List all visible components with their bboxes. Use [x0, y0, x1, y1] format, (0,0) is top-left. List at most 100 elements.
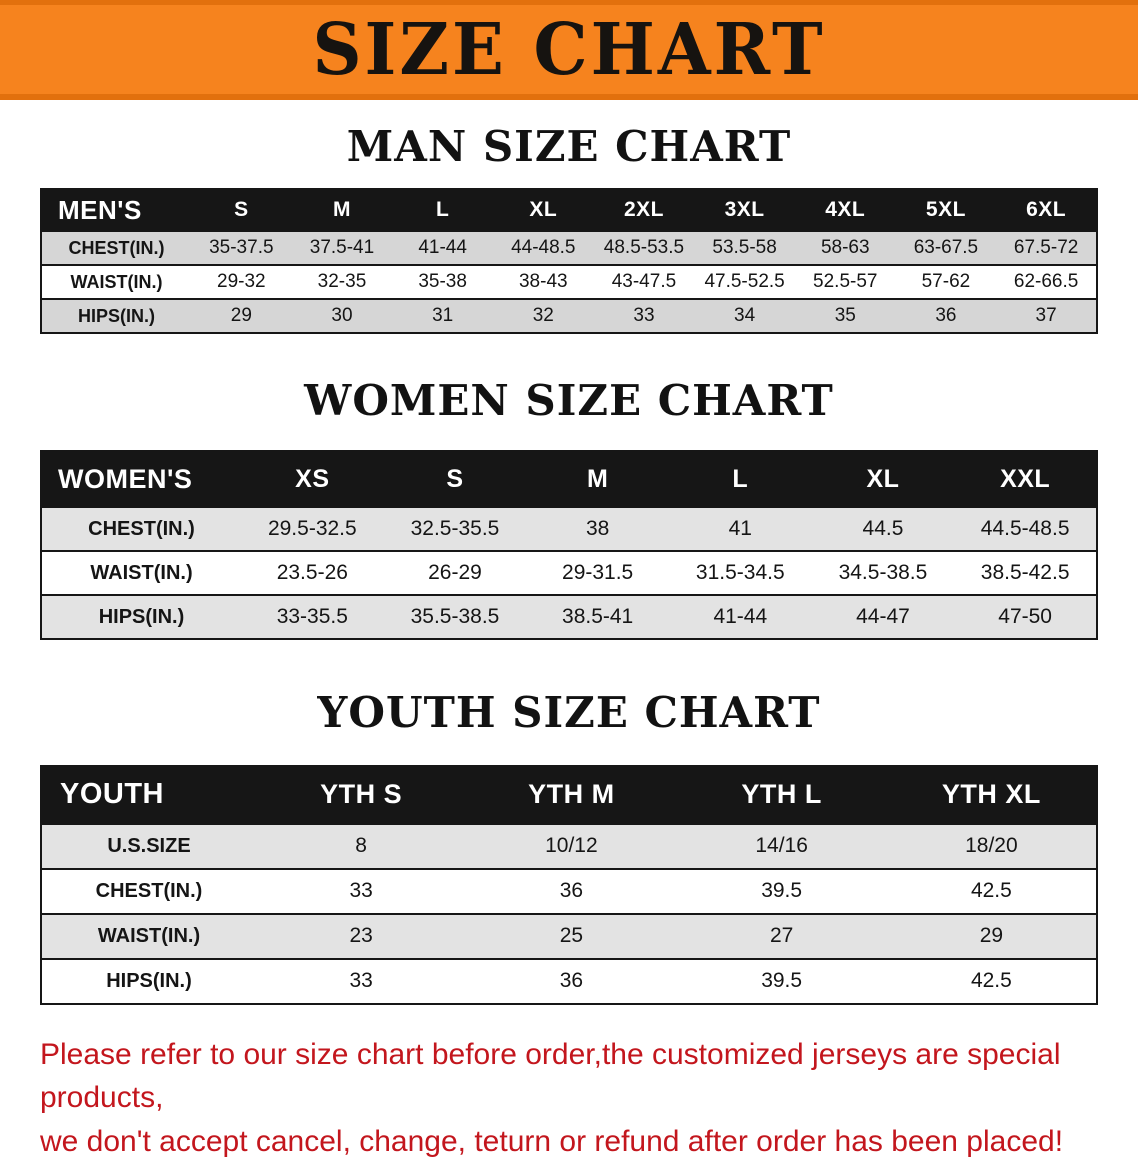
value-cell: 41	[668, 506, 812, 552]
value-cell: 33	[593, 298, 695, 334]
table-row: CHEST(IN.) 29.5-32.5 32.5-35.5 38 41 44.5 44.5…	[41, 506, 1097, 552]
value-cell: 23	[256, 912, 467, 959]
size-header-cell: 2XL	[593, 189, 695, 232]
value-cell: 32	[492, 298, 594, 334]
value-cell: 38-43	[492, 264, 594, 300]
row-label-cell: HIPS(IN.)	[41, 957, 256, 1004]
row-label-cell: CHEST(IN.)	[41, 506, 241, 552]
value-cell: 33	[256, 867, 467, 914]
value-cell: 44-48.5	[492, 230, 594, 266]
banner: SIZE CHART	[0, 0, 1138, 100]
value-cell: 44-47	[811, 594, 955, 640]
size-header-cell: YTH L	[676, 765, 887, 824]
value-cell: 52.5-57	[794, 264, 896, 300]
value-cell: 38.5-42.5	[954, 550, 1097, 596]
table-title-cell: YOUTH	[41, 765, 256, 824]
women-size-section: WOMEN SIZE CHART WOMEN'S XS S M L XL XXL CHEST…	[0, 377, 1138, 641]
men-header-row: MEN'S S M L XL 2XL 3XL 4XL 5XL 6XL	[41, 189, 1097, 232]
value-cell: 29-31.5	[526, 550, 669, 596]
value-cell: 14/16	[676, 822, 887, 869]
value-cell: 42.5	[886, 867, 1097, 914]
value-cell: 58-63	[794, 230, 896, 266]
row-label-cell: WAIST(IN.)	[41, 264, 191, 300]
value-cell: 25	[466, 912, 677, 959]
value-cell: 8	[256, 822, 467, 869]
value-cell: 29.5-32.5	[241, 506, 384, 552]
value-cell: 33-35.5	[241, 594, 384, 640]
table-row: U.S.SIZE 8 10/12 14/16 18/20	[41, 822, 1097, 869]
table-row: WAIST(IN.) 23 25 27 29	[41, 912, 1097, 959]
size-header-cell: 3XL	[694, 189, 795, 232]
table-row: WAIST(IN.) 29-32 32-35 35-38 38-43 43-47.5 47.…	[41, 264, 1097, 300]
row-label-cell: WAIST(IN.)	[41, 550, 241, 596]
value-cell: 38.5-41	[526, 594, 669, 640]
size-header-cell: L	[392, 189, 493, 232]
value-cell: 31	[392, 298, 493, 334]
value-cell: 26-29	[383, 550, 527, 596]
value-cell: 42.5	[886, 957, 1097, 1004]
value-cell: 47-50	[954, 594, 1097, 640]
table-row: HIPS(IN.) 29 30 31 32 33 34 35 36 37	[41, 298, 1097, 334]
size-header-cell: S	[383, 451, 527, 508]
value-cell: 43-47.5	[593, 264, 695, 300]
row-label-cell: U.S.SIZE	[41, 822, 256, 869]
size-header-cell: YTH S	[256, 765, 467, 824]
value-cell: 35-37.5	[191, 230, 292, 266]
table-row: WAIST(IN.) 23.5-26 26-29 29-31.5 31.5-34.5 34…	[41, 550, 1097, 596]
value-cell: 39.5	[676, 957, 887, 1004]
value-cell: 41-44	[392, 230, 493, 266]
row-label-cell: HIPS(IN.)	[41, 298, 191, 334]
disclaimer-line-1: Please refer to our size chart before or…	[40, 1037, 1061, 1115]
value-cell: 10/12	[466, 822, 677, 869]
size-header-cell: 5XL	[895, 189, 997, 232]
value-cell: 36	[466, 867, 677, 914]
disclaimer-note: Please refer to our size chart before or…	[40, 1033, 1138, 1163]
size-header-cell: XL	[811, 451, 955, 508]
value-cell: 30	[291, 298, 393, 334]
value-cell: 29	[191, 298, 292, 334]
row-label-cell: HIPS(IN.)	[41, 594, 241, 640]
table-title-cell: MEN'S	[41, 189, 191, 232]
youth-header-row: YOUTH YTH S YTH M YTH L YTH XL	[41, 765, 1097, 824]
table-title-cell: WOMEN'S	[41, 451, 241, 508]
value-cell: 48.5-53.5	[593, 230, 695, 266]
value-cell: 57-62	[895, 264, 997, 300]
youth-size-section: YOUTH SIZE CHART YOUTH YTH S YTH M YTH L YTH…	[0, 688, 1138, 1005]
value-cell: 37.5-41	[291, 230, 393, 266]
table-row: CHEST(IN.) 35-37.5 37.5-41 41-44 44-48.5 48.5…	[41, 230, 1097, 266]
women-size-table: WOMEN'S XS S M L XL XXL CHEST(IN.) 29.5-32.5 32.…	[40, 450, 1098, 641]
value-cell: 44.5-48.5	[954, 506, 1097, 552]
page-title: SIZE CHART	[312, 7, 826, 92]
value-cell: 32.5-35.5	[383, 506, 527, 552]
value-cell: 18/20	[886, 822, 1097, 869]
row-label-cell: CHEST(IN.)	[41, 867, 256, 914]
size-header-cell: YTH XL	[886, 765, 1097, 824]
size-header-cell: L	[668, 451, 812, 508]
value-cell: 39.5	[676, 867, 887, 914]
disclaimer-line-2: we don't accept cancel, change, teturn o…	[40, 1124, 1064, 1158]
value-cell: 35.5-38.5	[383, 594, 527, 640]
size-header-cell: 6XL	[996, 189, 1097, 232]
value-cell: 38	[526, 506, 669, 552]
value-cell: 67.5-72	[996, 230, 1097, 266]
men-size-section: MAN SIZE CHART MEN'S S M L XL 2XL 3XL 4XL 5XL 6XL…	[0, 123, 1138, 335]
value-cell: 33	[256, 957, 467, 1004]
value-cell: 34	[694, 298, 795, 334]
value-cell: 36	[466, 957, 677, 1004]
value-cell: 36	[895, 298, 997, 334]
size-header-cell: M	[291, 189, 393, 232]
row-label-cell: CHEST(IN.)	[41, 230, 191, 266]
table-row: HIPS(IN.) 33-35.5 35.5-38.5 38.5-41 41-44 44-…	[41, 594, 1097, 640]
size-header-cell: XL	[492, 189, 594, 232]
youth-section-heading: YOUTH SIZE CHART	[317, 688, 821, 738]
value-cell: 63-67.5	[895, 230, 997, 266]
size-header-cell: S	[191, 189, 292, 232]
size-header-cell: M	[526, 451, 669, 508]
size-header-cell: XS	[241, 451, 384, 508]
youth-size-table: YOUTH YTH S YTH M YTH L YTH XL U.S.SIZE 8 10/1…	[40, 764, 1098, 1005]
value-cell: 35-38	[392, 264, 493, 300]
value-cell: 29	[886, 912, 1097, 959]
men-size-table: MEN'S S M L XL 2XL 3XL 4XL 5XL 6XL CHEST(IN.) 35-3…	[40, 188, 1098, 335]
value-cell: 41-44	[668, 594, 812, 640]
value-cell: 23.5-26	[241, 550, 384, 596]
